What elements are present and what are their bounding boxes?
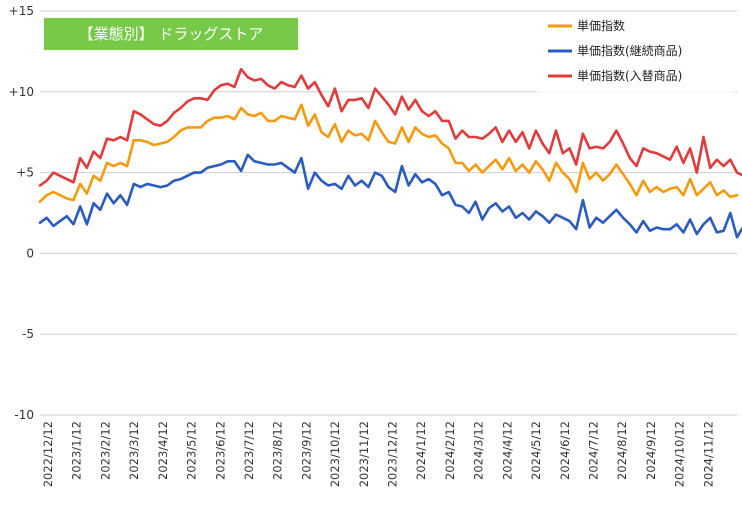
x-tick-label: 2023/9/12 — [299, 421, 313, 480]
x-tick-label: 2024/3/12 — [472, 421, 486, 480]
series-line-2 — [38, 153, 742, 239]
chart-title-text: 【業態別】 ドラッグストア — [79, 25, 264, 43]
chart-title: 【業態別】 ドラッグストア — [44, 18, 298, 50]
chart-title-box — [44, 18, 298, 50]
x-tick-label: 2023/3/12 — [127, 421, 141, 480]
x-tick-label: 2024/8/12 — [615, 421, 629, 480]
y-tick-label: +15 — [9, 4, 34, 18]
legend-label-2: 単価指数(継続商品) — [577, 43, 682, 58]
series-line-1 — [38, 103, 739, 203]
series-lines — [38, 67, 742, 239]
x-tick-label: 2023/2/12 — [98, 421, 112, 480]
x-tick-label: 2024/11/12 — [701, 421, 715, 487]
x-tick-label: 2023/11/12 — [357, 421, 371, 487]
x-tick-label: 2023/1/12 — [70, 421, 84, 480]
x-tick-label: 2023/12/12 — [386, 421, 400, 487]
x-tick-label: 2023/4/12 — [156, 421, 170, 480]
x-tick-label: 2024/1/12 — [414, 421, 428, 480]
x-tick-label: 2024/2/12 — [443, 421, 457, 480]
y-tick-label: -10 — [14, 408, 34, 422]
x-tick-label: 2024/4/12 — [500, 421, 514, 480]
x-tick-label: 2023/10/12 — [328, 421, 342, 487]
x-tick-label: 2023/6/12 — [213, 421, 227, 480]
x-tick-label: 2024/5/12 — [529, 421, 543, 480]
y-tick-label: +10 — [9, 85, 34, 99]
x-tick-label: 2024/9/12 — [644, 421, 658, 480]
x-tick-label: 2023/5/12 — [185, 421, 199, 480]
x-tick-label: 2022/12/12 — [41, 421, 55, 487]
series-line-3 — [38, 67, 742, 187]
legend-label-3: 単価指数(入替商品) — [577, 68, 682, 83]
legend-label-1: 単価指数 — [577, 18, 625, 33]
y-tick-label: +5 — [16, 166, 34, 180]
x-tick-label: 2023/7/12 — [242, 421, 256, 480]
y-tick-label: -5 — [22, 327, 34, 341]
x-axis-ticks: 2022/12/12 2023/1/12 2023/2/12 2023/3/12 202… — [41, 421, 715, 487]
x-tick-label: 2024/10/12 — [673, 421, 687, 487]
y-tick-label: 0 — [26, 246, 34, 260]
x-tick-label: 2023/8/12 — [271, 421, 285, 480]
x-tick-label: 2024/7/12 — [586, 421, 600, 480]
x-tick-label: 2024/6/12 — [558, 421, 572, 480]
y-axis-ticks: +15 +10 +5 0 -5 -10 — [9, 4, 34, 422]
gridlines — [40, 10, 737, 416]
